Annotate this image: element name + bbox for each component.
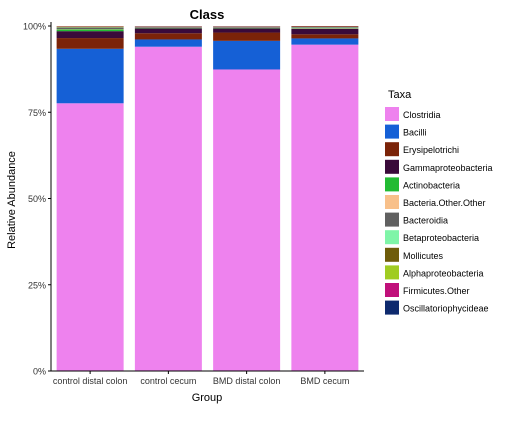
legend-label: Oscillatoriophycideae bbox=[403, 304, 489, 314]
legend-swatch bbox=[385, 195, 399, 209]
x-tick-label: control distal colon bbox=[53, 376, 128, 386]
bar-segment bbox=[213, 27, 280, 28]
bar-segment bbox=[135, 28, 202, 33]
x-tick-label: BMD distal colon bbox=[213, 376, 281, 386]
legend-label: Bacteroidia bbox=[403, 216, 448, 226]
bar-segment bbox=[291, 45, 358, 371]
bar-segment bbox=[135, 39, 202, 46]
y-tick-label: 50% bbox=[28, 194, 46, 204]
legend-swatch bbox=[385, 107, 399, 121]
legend-swatch bbox=[385, 230, 399, 244]
bar-segment bbox=[291, 27, 358, 28]
legend-label: Bacteria.Other.Other bbox=[403, 198, 486, 208]
plot-bars bbox=[57, 26, 359, 371]
bar-segment bbox=[213, 28, 280, 32]
y-tick-label: 25% bbox=[28, 280, 46, 290]
bar-segment bbox=[57, 31, 124, 38]
bar-segment bbox=[291, 29, 358, 35]
legend-swatch bbox=[385, 160, 399, 174]
legend-label: Firmicutes.Other bbox=[403, 286, 470, 296]
x-tick-label: control cecum bbox=[140, 376, 196, 386]
legend-label: Betaproteobacteria bbox=[403, 233, 479, 243]
bar-segment bbox=[57, 27, 124, 28]
legend-label: Actinobacteria bbox=[403, 180, 460, 190]
legend-title: Taxa bbox=[388, 89, 412, 101]
legend-swatch bbox=[385, 125, 399, 139]
bar-segment bbox=[291, 26, 358, 27]
legend-label: Bacilli bbox=[403, 128, 427, 138]
y-tick-label: 75% bbox=[28, 108, 46, 118]
bar-segment bbox=[135, 47, 202, 371]
legend-swatch bbox=[385, 142, 399, 156]
bar-segment bbox=[213, 41, 280, 70]
y-tick-label: 100% bbox=[23, 22, 46, 32]
legend-swatch bbox=[385, 177, 399, 191]
legend-label: Alphaproteobacteria bbox=[403, 268, 484, 278]
legend-label: Gammaproteobacteria bbox=[403, 163, 493, 173]
legend-swatch bbox=[385, 265, 399, 279]
legend-swatch bbox=[385, 248, 399, 262]
legend-label: Clostridia bbox=[403, 110, 441, 120]
y-tick-label: 0% bbox=[33, 367, 46, 377]
legend-label: Erysipelotrichi bbox=[403, 145, 459, 155]
chart-title: Class bbox=[190, 7, 225, 22]
legend-label: Mollicutes bbox=[403, 251, 444, 261]
bar-segment bbox=[291, 34, 358, 38]
bar-segment bbox=[213, 33, 280, 41]
legend-swatch bbox=[385, 301, 399, 315]
bar-segment bbox=[135, 27, 202, 28]
bar-segment bbox=[57, 38, 124, 49]
bar-segment bbox=[291, 38, 358, 44]
bar-segment bbox=[57, 103, 124, 371]
x-tick-label: BMD cecum bbox=[300, 376, 349, 386]
bar-segment bbox=[57, 49, 124, 104]
bar-segment bbox=[57, 29, 124, 31]
bar-segment bbox=[57, 28, 124, 29]
bar-segment bbox=[213, 69, 280, 371]
legend: Taxa Clostridia Bacilli Erysipelotrichi Gam… bbox=[385, 89, 493, 315]
x-axis-label: Group bbox=[192, 392, 223, 404]
bar-segment bbox=[135, 33, 202, 39]
legend-swatch bbox=[385, 213, 399, 227]
legend-swatch bbox=[385, 283, 399, 297]
y-axis-label: Relative Abundance bbox=[6, 151, 18, 249]
